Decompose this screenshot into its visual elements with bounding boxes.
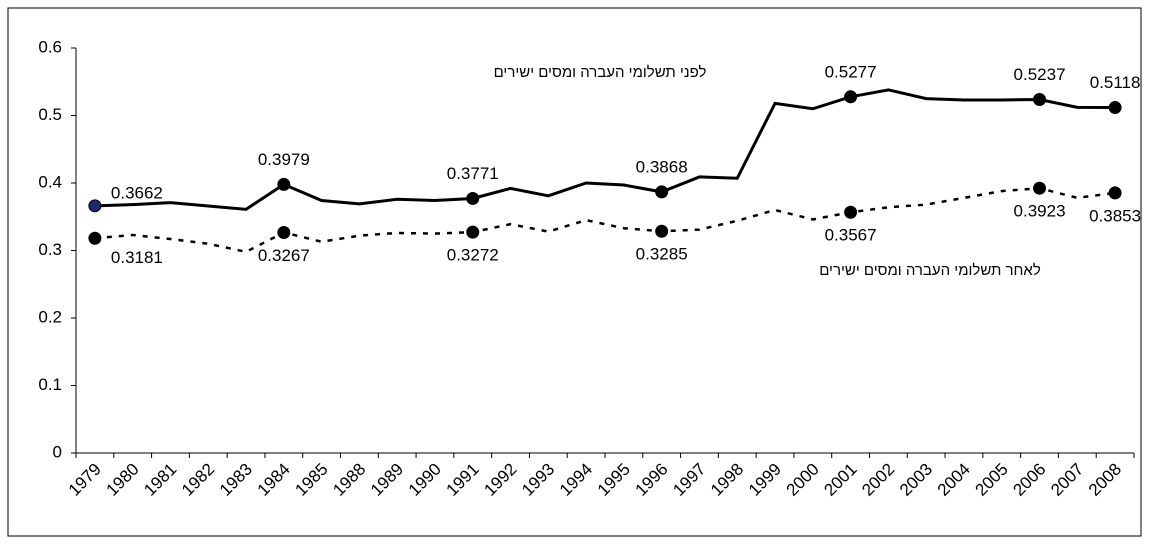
data-label: 0.3272 (447, 246, 499, 265)
point-marker (844, 205, 858, 219)
data-label: 0.3979 (258, 150, 310, 169)
point-marker (1033, 93, 1047, 107)
point-marker (655, 185, 669, 199)
chart-frame (7, 7, 1142, 537)
data-label: 0.5237 (1014, 65, 1066, 84)
data-label: 0.5118 (1090, 73, 1141, 92)
point-marker (88, 199, 102, 213)
y-tick-label: 0.6 (38, 37, 62, 56)
series-annotation: לפני תשלומי העברה ומסים ישירים (494, 64, 707, 81)
data-label: 0.3267 (258, 246, 310, 265)
point-marker (1108, 101, 1122, 115)
point-marker (277, 225, 291, 239)
point-marker (466, 225, 480, 239)
y-tick-label: 0 (53, 442, 62, 461)
y-tick-label: 0.2 (38, 307, 62, 326)
y-tick-label: 0.1 (38, 375, 62, 394)
data-label: 0.3853 (1089, 206, 1141, 225)
y-tick-label: 0.4 (38, 172, 62, 191)
data-label: 0.3285 (636, 245, 688, 264)
point-marker (1033, 181, 1047, 195)
point-marker (1108, 186, 1122, 200)
series-line (94, 186, 1116, 254)
data-label: 0.3567 (825, 226, 877, 245)
data-label: 0.5277 (825, 62, 877, 81)
data-label: 0.3771 (447, 164, 499, 183)
point-marker (844, 90, 858, 104)
point-marker (88, 231, 102, 245)
series-annotation: לאחר תשלומי העברה ומסים ישירים (819, 262, 1041, 279)
y-tick-label: 0.3 (38, 240, 62, 259)
data-label: 0.3868 (636, 157, 688, 176)
data-label: 0.3923 (1014, 202, 1066, 221)
point-marker (466, 191, 480, 205)
data-label: 0.3662 (111, 183, 163, 202)
data-label: 0.3181 (111, 248, 163, 267)
y-tick-label: 0.5 (38, 105, 62, 124)
point-marker (655, 224, 669, 238)
point-marker (277, 177, 291, 191)
series-line (94, 88, 1116, 211)
